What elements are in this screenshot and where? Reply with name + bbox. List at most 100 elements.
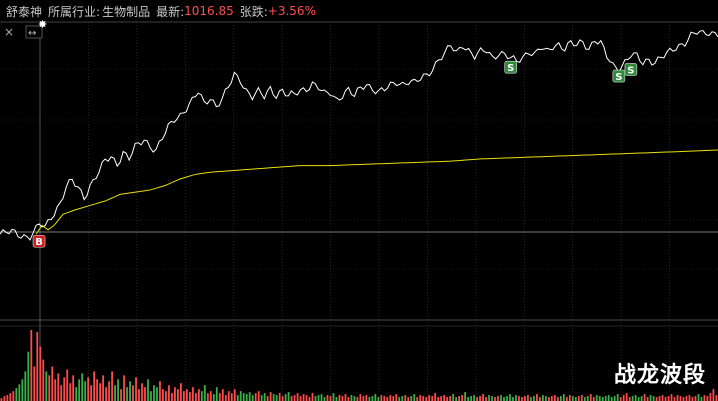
- volume-bars: [0, 330, 718, 401]
- volume-bar: [425, 397, 428, 401]
- volume-bar: [12, 391, 15, 401]
- volume-bar: [616, 394, 619, 401]
- volume-bar: [631, 396, 634, 401]
- volume-bar: [598, 396, 601, 401]
- volume-bar: [685, 396, 688, 401]
- expand-button[interactable]: [25, 25, 43, 39]
- volume-bar: [159, 381, 161, 401]
- volume-bar: [670, 394, 673, 401]
- volume-bar: [147, 379, 149, 401]
- volume-bar: [27, 351, 30, 401]
- volume-bar: [559, 396, 562, 401]
- volume-bar: [66, 369, 69, 401]
- volume-bar: [709, 393, 712, 401]
- volume-bar: [36, 331, 39, 401]
- volume-bar: [206, 393, 209, 401]
- volume-bar: [694, 396, 697, 401]
- volume-bar: [15, 388, 18, 401]
- volume-bar: [398, 397, 401, 401]
- volume-bar: [326, 395, 329, 401]
- volume-bar: [51, 366, 54, 401]
- volume-bar: [446, 397, 449, 401]
- volume-bar: [269, 392, 272, 401]
- volume-bar: [242, 393, 245, 401]
- volume-bar: [553, 395, 556, 401]
- expand-icon: ↔: [28, 28, 36, 39]
- volume-bar: [257, 391, 260, 401]
- volume-bar: [428, 395, 431, 401]
- volume-bar: [550, 396, 553, 401]
- volume-bar: [323, 397, 326, 401]
- volume-bar: [209, 391, 212, 401]
- volume-bar: [248, 392, 251, 401]
- volume-bar: [371, 396, 374, 401]
- volume-bar: [565, 397, 568, 401]
- volume-bar: [236, 395, 239, 401]
- volume-bar: [634, 395, 637, 401]
- volume-bar: [278, 393, 281, 401]
- volume-bar: [120, 389, 122, 401]
- volume-bar: [111, 371, 113, 401]
- volume-bar: [177, 389, 179, 401]
- volume-bar: [78, 379, 81, 401]
- volume-bar: [99, 383, 102, 401]
- close-icon[interactable]: ×: [4, 25, 14, 39]
- volume-bar: [628, 397, 631, 401]
- volume-bar: [290, 396, 293, 401]
- volume-bar: [643, 394, 646, 401]
- volume-bar: [42, 359, 45, 401]
- marker-label: B: [35, 237, 43, 248]
- change-value: +3.56%: [267, 4, 316, 18]
- volume-bar: [365, 395, 368, 401]
- volume-bar: [604, 396, 607, 401]
- volume-bar: [491, 396, 493, 401]
- volume-bar: [655, 397, 658, 401]
- volume-bar: [341, 396, 344, 401]
- volume-bar: [218, 393, 221, 401]
- industry-label: 所属行业:: [48, 4, 101, 19]
- volume-bar: [646, 397, 649, 401]
- sell-marker: S: [612, 69, 626, 83]
- volume-bar: [233, 389, 236, 401]
- volume-bar: [57, 373, 60, 401]
- volume-bar: [682, 397, 685, 401]
- volume-bar: [45, 371, 48, 401]
- volume-bar: [21, 379, 24, 401]
- volume-bar: [102, 375, 105, 401]
- volume-bar: [527, 395, 529, 401]
- volume-bar: [637, 397, 640, 401]
- volume-bar: [359, 394, 362, 401]
- volume-bar: [6, 395, 9, 401]
- volume-bar: [458, 396, 461, 401]
- volume-bar: [667, 396, 670, 401]
- volume-bar: [589, 394, 592, 401]
- volume-bar: [485, 397, 487, 401]
- volume-bar: [72, 375, 75, 401]
- volume-bar: [530, 397, 532, 401]
- volume-bar: [503, 397, 505, 401]
- price-line: [0, 29, 718, 241]
- volume-bar: [515, 395, 517, 401]
- volume-bar: [413, 394, 416, 401]
- volume-bar: [33, 366, 36, 401]
- volume-bar: [305, 395, 308, 401]
- volume-bar: [84, 381, 87, 401]
- volume-bar: [470, 396, 472, 401]
- volume-bar: [174, 387, 176, 401]
- volume-bar: [239, 391, 242, 401]
- volume-bar: [230, 393, 233, 401]
- volume-bar: [601, 397, 604, 401]
- volume-bar: [308, 397, 311, 401]
- volume-bar: [437, 397, 440, 401]
- volume-bar: [185, 389, 188, 401]
- volume-bar: [473, 395, 475, 401]
- volume-bar: [518, 396, 520, 401]
- marker-label: S: [507, 63, 514, 74]
- volume-bar: [467, 397, 469, 401]
- volume-bar: [171, 393, 173, 401]
- volume-bar: [706, 396, 709, 401]
- volume-bar: [153, 385, 155, 401]
- volume-bar: [3, 396, 6, 401]
- volume-bar: [533, 396, 535, 401]
